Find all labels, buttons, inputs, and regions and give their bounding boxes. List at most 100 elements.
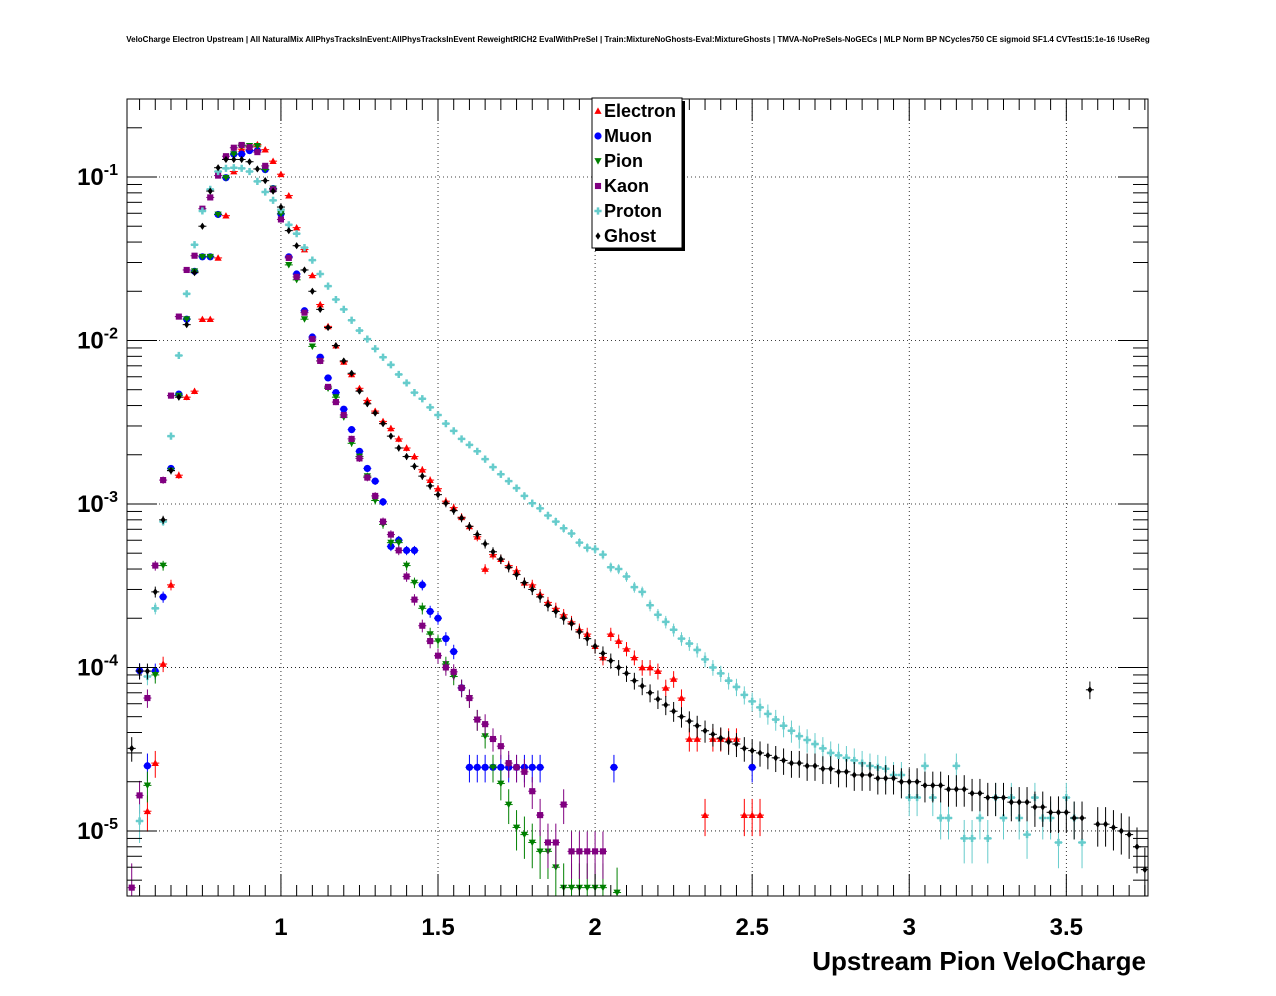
legend-entry-kaon: Kaon [594,176,649,196]
ghost-point [504,562,513,573]
ghost-point [379,420,388,428]
proton-marker [567,529,576,538]
kaon-point [394,545,403,556]
y-tick-base: 10 [77,654,104,681]
proton-point [371,345,380,353]
proton-marker [575,539,583,547]
electron-point [756,798,765,837]
electron-point [410,452,419,461]
proton-point [261,188,270,196]
y-tick-base: 10 [77,818,104,845]
ghost-point [1093,807,1102,847]
proton-marker [1078,838,1086,847]
proton-point [685,636,694,651]
kaon-marker [246,144,253,151]
pion-marker [159,562,167,570]
ghost-point [803,753,812,781]
proton-point [732,678,741,697]
electron-point [748,798,757,837]
ghost-marker [490,548,496,556]
kaon-point [583,831,592,879]
kaon-marker [238,141,245,149]
muon-marker [426,607,434,616]
proton-point [771,709,780,731]
ghost-point [229,155,238,164]
x-tick-label: 3 [903,914,916,941]
ghost-point [528,584,537,596]
ghost-marker [388,432,394,440]
proton-point [166,432,175,440]
x-tick-label: 1.5 [421,914,454,941]
muon-marker [442,635,450,643]
kaon-marker [513,764,520,771]
muon-point [473,754,482,783]
electron-marker [190,387,199,395]
kaon-marker [254,149,261,156]
proton-point [434,411,443,419]
ghost-marker [985,793,991,802]
electron-point [151,750,160,778]
kaon-marker [560,801,567,808]
proton-marker [442,420,450,428]
proton-point [716,665,725,682]
kaon-marker [144,694,151,702]
ghost-marker [1103,820,1109,828]
muon-marker [434,614,442,622]
ghost-point [622,665,631,682]
proton-point [245,167,254,176]
ghost-point [1078,801,1087,840]
ghost-point [818,756,827,785]
kaon-point [371,492,380,500]
proton-marker [819,744,827,752]
electron-marker [410,452,419,460]
ghost-marker [184,321,190,329]
ghost-point [567,617,576,631]
proton-marker [528,499,536,507]
proton-marker [677,635,686,643]
muon-point [402,545,411,556]
muon-point [324,374,333,382]
ghost-point [253,165,262,173]
ghost-point [520,577,529,589]
electron-marker [316,300,324,308]
proton-marker [630,583,638,591]
proton-point [386,361,395,369]
muon-point [426,605,435,618]
proton-marker [151,604,159,612]
pion-point [386,538,395,548]
proton-marker [583,544,591,552]
axis-ticks [127,99,1148,897]
ghost-point [182,321,191,329]
kaon-marker [175,313,182,320]
kaon-point [434,648,443,664]
electron-marker [685,735,693,742]
electron-point [198,315,207,323]
proton-point [551,517,560,526]
ghost-marker [372,409,378,417]
proton-marker [937,814,945,822]
proton-point [449,427,458,435]
proton-point [708,660,717,676]
ghost-marker [309,287,315,295]
ghost-point [1109,810,1118,851]
electron-point [214,254,223,261]
proton-marker [740,691,748,699]
proton-point [174,351,183,360]
kaon-marker [136,792,143,799]
pion-marker [528,839,536,847]
proton-point [591,544,600,554]
kaon-point [567,831,576,879]
electron-point [614,634,623,649]
proton-marker [921,762,929,770]
muon-point [363,464,372,473]
pion-marker [426,631,434,638]
pion-point [410,577,419,589]
ghost-marker [553,607,559,616]
pion-marker [497,780,505,788]
y-tick-label: 10-4 [77,652,118,681]
electron-point [182,393,191,401]
pion-point [402,560,411,571]
muon-point [347,426,356,434]
electron-marker [183,393,191,401]
ghost-point [512,569,521,580]
